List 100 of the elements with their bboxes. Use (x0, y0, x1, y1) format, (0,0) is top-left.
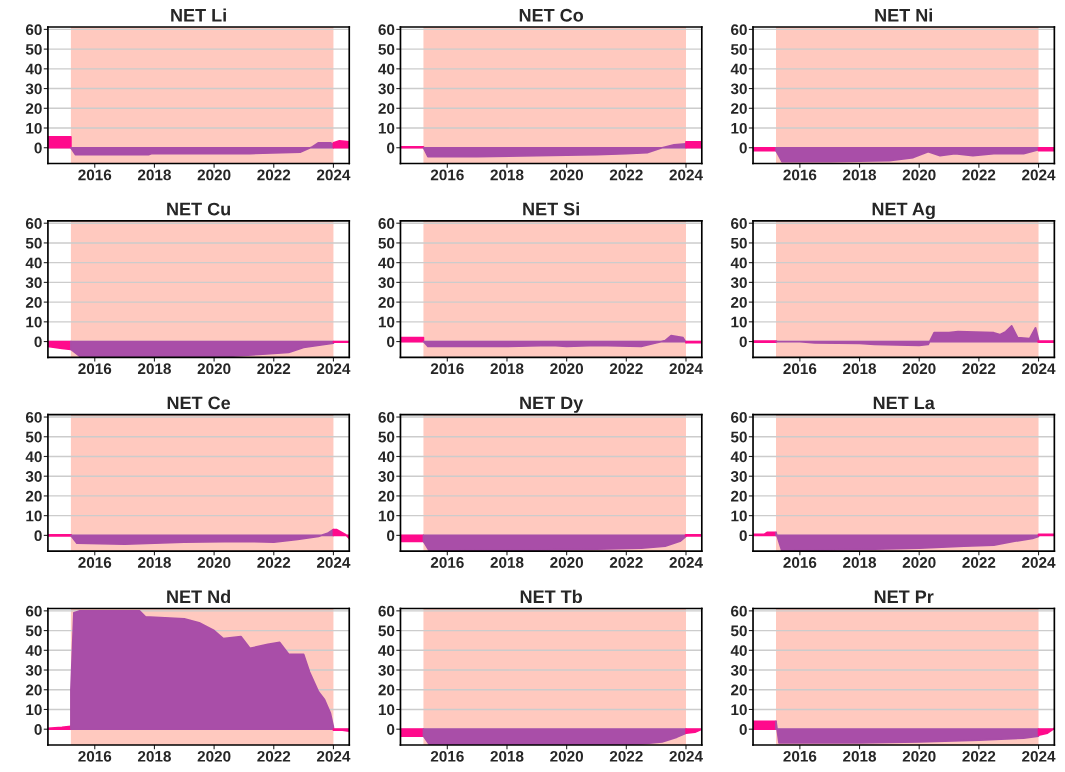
x-tick-label: 2018 (490, 363, 524, 375)
chart-title: NET Dy (520, 396, 584, 413)
y-tick-label: 50 (378, 431, 395, 443)
x-tick-label: 2018 (137, 169, 171, 181)
y-tick-label: 60 (378, 605, 395, 617)
y-tick-label: 0 (387, 142, 395, 154)
y-tick-label: 40 (730, 63, 747, 75)
y-tick-label: 40 (378, 257, 395, 269)
y-tick-label: 40 (378, 451, 395, 463)
y-tick-label: 30 (730, 664, 747, 676)
y-tick-label: 40 (25, 451, 42, 463)
x-tick-label: 2022 (962, 750, 996, 762)
chart-title: NET Li (171, 8, 226, 22)
chart-title: NET Pr (874, 590, 934, 603)
x-tick-label: 2016 (78, 557, 112, 568)
y-tick-label: 10 (26, 704, 42, 716)
x-tick-label: 2022 (962, 169, 996, 181)
y-tick-label: 60 (731, 411, 747, 423)
y-tick-label: 30 (378, 277, 395, 289)
x-tick-label: 2020 (550, 750, 584, 762)
x-tick-label: 2018 (843, 363, 877, 375)
y-tick-label: 60 (378, 411, 395, 423)
x-tick-label: 2020 (902, 750, 936, 762)
y-tick-label: 20 (378, 684, 395, 696)
y-tick-label: 50 (25, 431, 42, 443)
y-tick-label: 0 (34, 530, 42, 542)
y-tick-label: 40 (378, 645, 395, 656)
y-tick-label: 30 (730, 83, 747, 95)
x-tick-label: 2020 (197, 169, 231, 181)
x-tick-label: 2024 (669, 557, 703, 568)
y-tick-label: 10 (731, 122, 747, 134)
y-tick-label: 10 (378, 704, 395, 716)
x-tick-label: 2022 (962, 363, 996, 375)
y-tick-label: 20 (731, 296, 747, 308)
y-tick-label: 10 (26, 122, 42, 134)
y-tick-label: 0 (739, 336, 747, 348)
x-tick-label: 2018 (843, 750, 877, 762)
x-tick-label: 2022 (609, 557, 643, 568)
y-tick-label: 50 (378, 625, 395, 637)
x-tick-label: 2022 (257, 750, 291, 762)
x-tick-label: 2024 (669, 363, 703, 375)
y-tick-label: 60 (378, 24, 395, 36)
y-tick-label: 30 (378, 471, 395, 482)
y-tick-label: 10 (26, 510, 42, 522)
y-tick-label: 50 (730, 625, 747, 637)
y-tick-label: 0 (387, 724, 395, 735)
y-tick-label: 40 (25, 645, 42, 656)
x-tick-label: 2024 (1022, 363, 1056, 375)
x-tick-label: 2024 (316, 363, 351, 375)
x-tick-label: 2022 (257, 169, 291, 181)
x-tick-label: 2024 (1022, 750, 1056, 762)
y-tick-label: 40 (25, 257, 42, 269)
y-tick-label: 10 (731, 316, 747, 328)
y-tick-label: 10 (26, 316, 42, 328)
y-tick-label: 50 (25, 43, 42, 55)
y-tick-label: 0 (34, 142, 42, 154)
y-tick-label: 60 (25, 605, 42, 617)
y-tick-label: 0 (739, 530, 747, 542)
chart-title: NET Ce (167, 396, 231, 410)
x-tick-label: 2024 (1022, 169, 1056, 181)
y-tick-label: 60 (731, 605, 747, 617)
y-tick-label: 20 (731, 684, 747, 696)
y-tick-label: 0 (34, 336, 42, 348)
y-tick-label: 40 (730, 257, 747, 269)
x-tick-label: 2016 (783, 363, 817, 375)
x-tick-label: 2018 (137, 363, 171, 375)
y-tick-label: 20 (25, 684, 42, 696)
y-tick-label: 50 (730, 237, 747, 249)
x-tick-label: 2020 (197, 363, 231, 375)
x-tick-label: 2018 (843, 557, 877, 568)
y-tick-label: 30 (25, 83, 42, 95)
x-tick-label: 2022 (257, 363, 291, 375)
x-tick-label: 2018 (490, 169, 524, 181)
x-tick-label: 2016 (430, 169, 464, 181)
x-tick-label: 2016 (783, 169, 817, 181)
x-tick-label: 2024 (1022, 557, 1056, 568)
x-tick-label: 2024 (316, 750, 351, 762)
y-tick-label: 50 (730, 43, 747, 55)
chart-title: NET Nd (167, 589, 230, 604)
y-tick-label: 10 (378, 316, 395, 328)
y-tick-label: 0 (739, 724, 747, 735)
y-tick-label: 30 (730, 277, 747, 289)
x-tick-label: 2020 (550, 169, 584, 181)
chart-title: NET Ag (872, 202, 935, 220)
y-tick-label: 20 (25, 103, 42, 114)
y-tick-label: 20 (378, 490, 395, 502)
x-tick-label: 2016 (78, 363, 112, 375)
x-tick-label: 2024 (316, 557, 351, 568)
x-tick-label: 2018 (490, 557, 524, 568)
chart-title: NET Ni (875, 8, 932, 22)
y-tick-label: 60 (25, 218, 42, 229)
y-tick-label: 30 (378, 664, 395, 676)
x-tick-label: 2022 (257, 557, 291, 568)
x-tick-label: 2016 (783, 557, 817, 568)
y-tick-label: 10 (731, 704, 747, 716)
chart-title: NET Co (519, 8, 584, 22)
y-tick-label: 20 (731, 103, 747, 114)
y-tick-label: 20 (25, 490, 42, 502)
y-tick-label: 0 (739, 142, 747, 154)
x-tick-label: 2018 (843, 169, 877, 181)
